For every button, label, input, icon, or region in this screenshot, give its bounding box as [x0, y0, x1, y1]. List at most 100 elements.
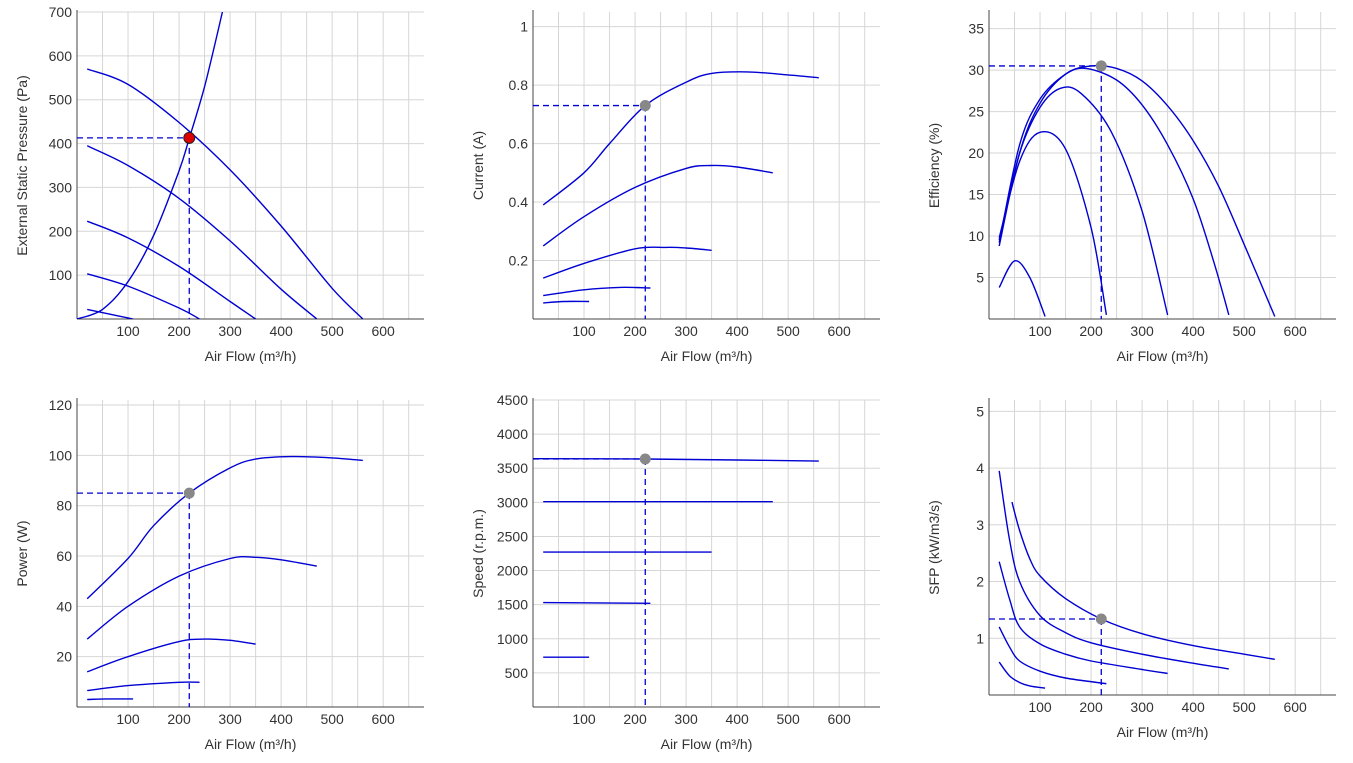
x-axis-title: Air Flow (m³/h): [205, 348, 297, 364]
x-tick-label: 600: [1283, 699, 1307, 715]
operating-point-marker[interactable]: [1095, 60, 1107, 72]
y-tick-label: 10: [968, 228, 984, 244]
series-line: [86, 220, 256, 319]
x-tick-label: 600: [1283, 323, 1307, 339]
y-tick-label: 400: [49, 136, 73, 152]
y-tick-label: 35: [968, 21, 984, 37]
series-line: [998, 67, 1230, 316]
y-axis-title: Current (A): [470, 131, 486, 200]
x-tick-label: 500: [776, 711, 800, 727]
y-tick-label: 20: [968, 145, 984, 161]
x-tick-label: 100: [116, 711, 140, 727]
x-tick-label: 100: [1028, 699, 1052, 715]
x-tick-label: 400: [269, 323, 293, 339]
x-tick-label: 400: [269, 711, 293, 727]
grid: [77, 11, 424, 319]
y-axis-title: Efficiency (%): [926, 123, 942, 208]
y-tick-label: 4: [976, 460, 984, 476]
x-axis-title: Air Flow (m³/h): [661, 736, 753, 752]
x-tick-label: 600: [371, 323, 395, 339]
x-axis-title: Air Flow (m³/h): [1117, 348, 1209, 364]
x-axis-title: Air Flow (m³/h): [205, 736, 297, 752]
x-tick-label: 200: [167, 323, 191, 339]
x-tick-label: 200: [623, 323, 647, 339]
y-tick-label: 500: [505, 665, 529, 681]
y-tick-label: 1500: [497, 597, 528, 613]
series-line: [86, 638, 256, 673]
y-tick-label: 500: [49, 92, 73, 108]
series-line: [542, 246, 712, 279]
x-tick-label: 500: [1232, 699, 1256, 715]
series-line: [998, 131, 1108, 316]
y-tick-label: 0.6: [509, 136, 529, 152]
x-tick-label: 600: [371, 711, 395, 727]
y-tick-label: 25: [968, 104, 984, 120]
y-axis-title: Power (W): [14, 520, 30, 586]
y-tick-label: 4500: [497, 392, 528, 408]
y-tick-label: 2000: [497, 563, 528, 579]
operating-point-marker[interactable]: [183, 487, 195, 499]
y-tick-label: 100: [49, 447, 73, 463]
y-tick-label: 600: [49, 48, 73, 64]
operating-point-marker[interactable]: [639, 453, 651, 465]
series-line: [542, 71, 819, 206]
x-tick-label: 400: [1181, 699, 1205, 715]
x-tick-label: 200: [1079, 699, 1103, 715]
y-tick-label: 0.8: [509, 77, 529, 93]
x-tick-label: 400: [725, 711, 749, 727]
y-tick-label: 120: [49, 397, 73, 413]
series-line: [86, 455, 363, 600]
speed-chart: 100 200 300 400 500 600 500 1000 1500 2000 2500 300…: [470, 392, 880, 752]
y-axis-title: SFP (kW/m3/s): [926, 500, 942, 595]
x-tick-label: 500: [776, 323, 800, 339]
y-tick-label: 200: [49, 223, 73, 239]
sfp-chart: 100 200 300 400 500 600 1 2 3 4 5 Air Flow (m³/h) SF…: [926, 398, 1336, 740]
x-tick-label: 500: [320, 711, 344, 727]
operating-point-marker[interactable]: [639, 100, 651, 112]
grid: [533, 12, 880, 319]
y-tick-label: 5: [976, 403, 984, 419]
series-line: [543, 300, 590, 304]
series-line: [542, 164, 773, 247]
series-line: [533, 458, 819, 462]
y-tick-label: 3000: [497, 494, 528, 510]
series-line: [543, 286, 651, 297]
x-tick-label: 200: [167, 711, 191, 727]
series-line: [998, 260, 1046, 317]
x-tick-label: 300: [1130, 323, 1154, 339]
x-tick-label: 400: [1181, 323, 1205, 339]
y-tick-label: 1000: [497, 631, 528, 647]
power-chart: 100 200 300 400 500 600 20 40 60 80 100 120 Air Flow…: [14, 397, 424, 752]
y-tick-label: 1: [976, 630, 984, 646]
current-chart: 100 200 300 400 500 600 0.2 0.4 0.6 0.8 1 Air Flow …: [470, 10, 880, 364]
y-tick-label: 30: [968, 62, 984, 78]
x-tick-label: 600: [827, 323, 851, 339]
grid: [533, 399, 880, 707]
series-line: [998, 470, 1229, 670]
y-tick-label: 300: [49, 179, 73, 195]
series-line: [87, 308, 134, 319]
y-tick-label: 4000: [497, 426, 528, 442]
y-tick-label: 100: [49, 267, 73, 283]
operating-point-marker[interactable]: [1095, 613, 1107, 625]
series-line: [77, 11, 224, 319]
operating-point-marker[interactable]: [183, 131, 196, 144]
y-axis-title: Speed (r.p.m.): [470, 509, 486, 598]
x-tick-label: 500: [320, 323, 344, 339]
y-tick-label: 0.4: [509, 194, 529, 210]
x-tick-label: 100: [572, 711, 596, 727]
series-line: [87, 698, 134, 701]
x-tick-label: 600: [827, 711, 851, 727]
grid: [989, 400, 1336, 695]
series-line: [86, 145, 318, 319]
pressure-chart: 100 200 300 400 500 600 100 200 300 400 500 600 700 A…: [14, 4, 424, 364]
x-tick-label: 300: [1130, 699, 1154, 715]
series-line: [86, 68, 364, 319]
series-line: [86, 273, 200, 319]
x-tick-label: 300: [218, 711, 242, 727]
series-line: [87, 681, 200, 692]
y-tick-label: 1: [520, 19, 528, 35]
x-tick-label: 500: [1232, 323, 1256, 339]
series-line: [998, 64, 1276, 317]
y-tick-label: 3: [976, 517, 984, 533]
